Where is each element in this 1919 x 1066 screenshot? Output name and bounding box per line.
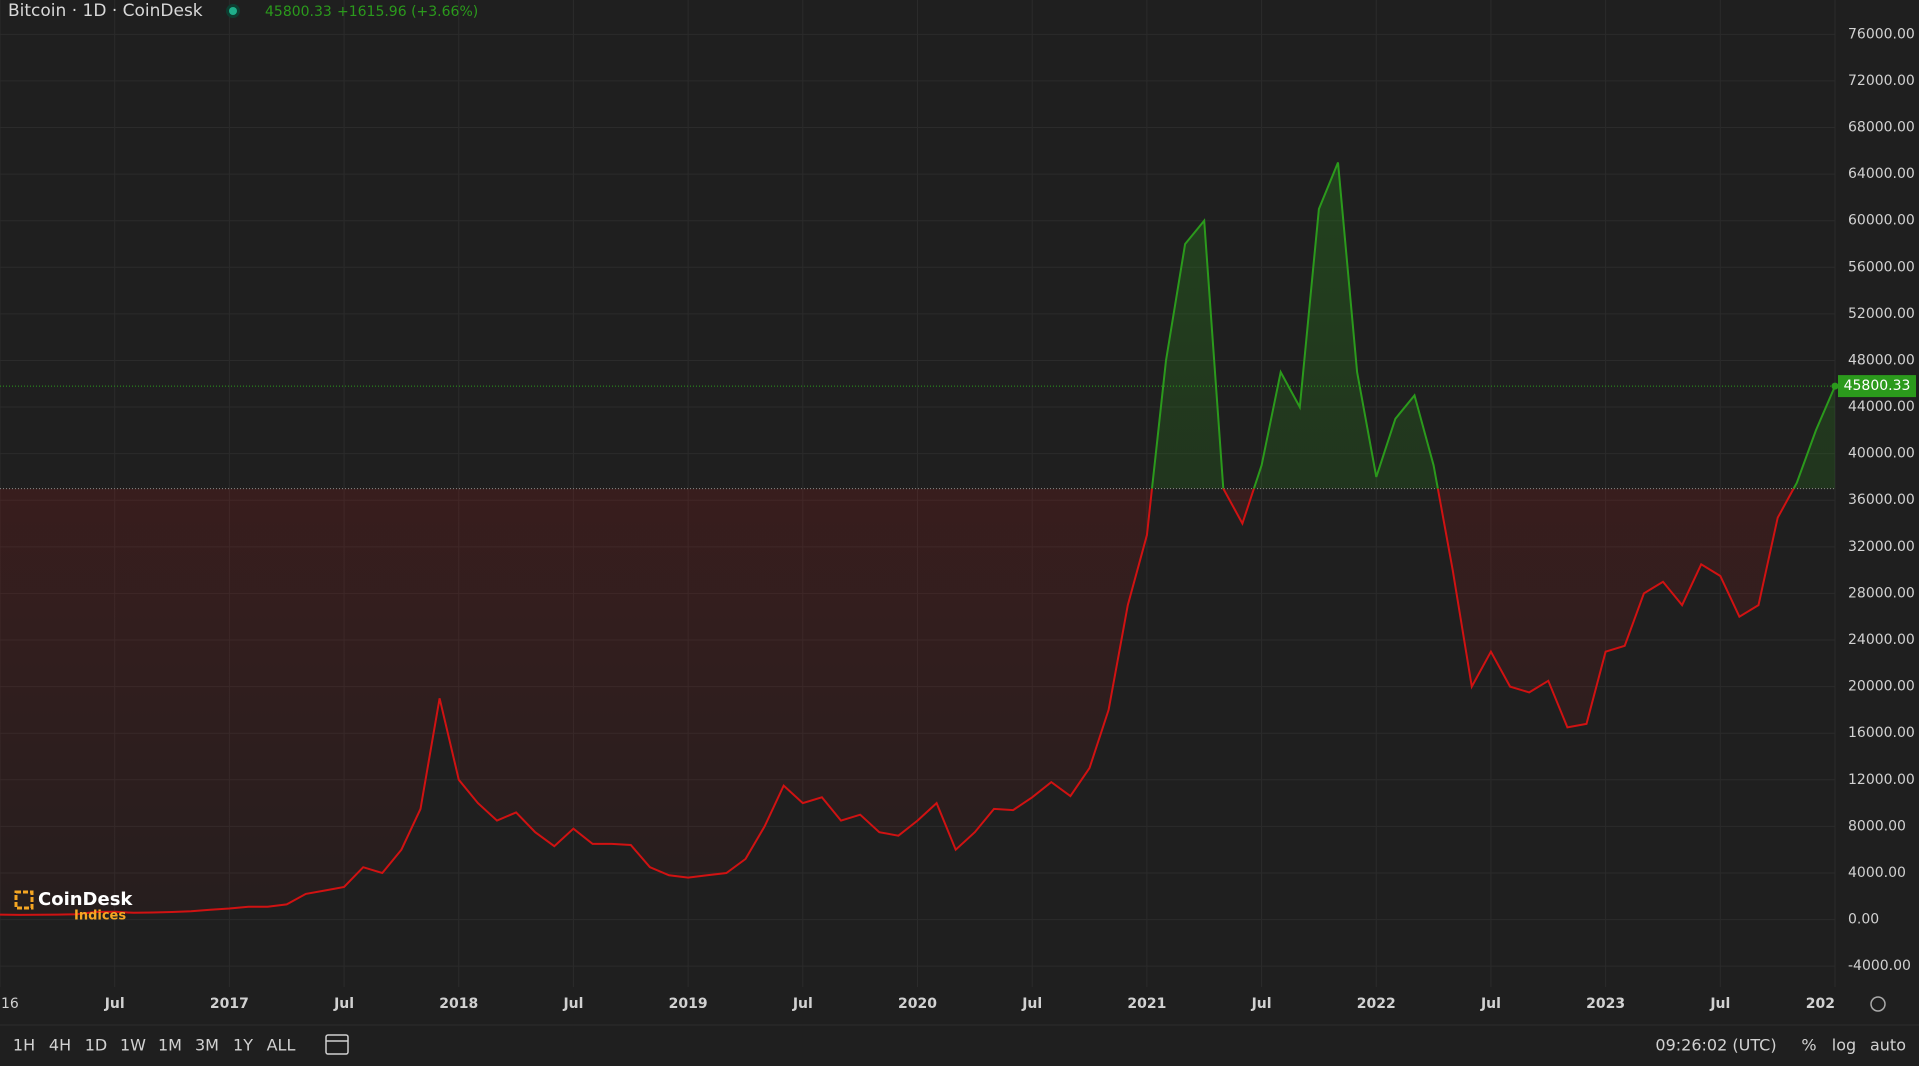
- last-price-dot: [1831, 382, 1839, 390]
- range-button[interactable]: 1W: [120, 1036, 146, 1055]
- x-tick-label: 2021: [1127, 996, 1166, 1012]
- x-tick-label: Jul: [1251, 996, 1272, 1012]
- x-tick-label: Jul: [104, 996, 125, 1012]
- y-tick-label: 20000.00: [1848, 679, 1915, 695]
- range-button[interactable]: 1Y: [233, 1036, 253, 1055]
- y-tick-label: 28000.00: [1848, 585, 1915, 601]
- logo-icon: [14, 890, 34, 910]
- y-tick-label: 8000.00: [1848, 818, 1906, 834]
- y-tick-label: 68000.00: [1848, 120, 1915, 136]
- x-tick-label: 2020: [898, 996, 937, 1012]
- x-tick-label: 2017: [210, 996, 249, 1012]
- x-tick-label: Jul: [1709, 996, 1730, 1012]
- time-label[interactable]: 09:26:02 (UTC): [1655, 1036, 1776, 1055]
- range-button[interactable]: 1M: [158, 1036, 182, 1055]
- y-tick-label: 56000.00: [1848, 259, 1915, 275]
- y-tick-label: 36000.00: [1848, 492, 1915, 508]
- x-tick-label: Jul: [1021, 996, 1042, 1012]
- logo: CoinDesk Indices: [14, 889, 133, 924]
- toolbar: 1H 4H 1D 1W 1M 3M 1Y ALL 09:26:02 (UTC)% log auto: [13, 1036, 1906, 1055]
- x-tick-label: 2022: [1357, 996, 1396, 1012]
- scale-option[interactable]: log: [1832, 1036, 1856, 1055]
- price-tag-label: 45800.33: [1844, 378, 1911, 394]
- scale-option[interactable]: %: [1801, 1036, 1816, 1055]
- x-tick-label: 2018: [439, 996, 478, 1012]
- x-tick-label: Jul: [1480, 996, 1501, 1012]
- y-tick-label: 48000.00: [1848, 352, 1915, 368]
- y-tick-label: 76000.00: [1848, 26, 1915, 42]
- date-range-icon[interactable]: [325, 1034, 349, 1055]
- y-tick-label: 60000.00: [1848, 213, 1915, 229]
- x-tick-label: Jul: [792, 996, 813, 1012]
- x-tick-label: Jul: [333, 996, 354, 1012]
- y-tick-label: 16000.00: [1848, 725, 1915, 741]
- plot: [0, 162, 1839, 916]
- range-button[interactable]: 1H: [13, 1036, 35, 1055]
- area-fill-down: [0, 488, 1794, 915]
- x-tick-label: 2019: [669, 996, 708, 1012]
- range-button[interactable]: 3M: [195, 1036, 219, 1055]
- x-tick-label: 2023: [1586, 996, 1625, 1012]
- y-tick-label: 0.00: [1848, 912, 1879, 928]
- y-tick-label: 44000.00: [1848, 399, 1915, 415]
- y-tick-label: 72000.00: [1848, 73, 1915, 89]
- range-button[interactable]: ALL: [267, 1036, 296, 1055]
- calendar-icon[interactable]: [325, 1034, 349, 1055]
- range-button[interactable]: 4H: [49, 1036, 71, 1055]
- price-change: +1615.96 (+3.66%): [337, 4, 478, 20]
- y-tick-label: 32000.00: [1848, 539, 1915, 555]
- y-tick-label: 64000.00: [1848, 166, 1915, 182]
- logo-name: CoinDesk: [38, 889, 133, 910]
- y-tick-label: 40000.00: [1848, 446, 1915, 462]
- y-tick-label: 12000.00: [1848, 772, 1915, 788]
- x-tick-label: 16: [1, 996, 19, 1012]
- y-tick-label: 24000.00: [1848, 632, 1915, 648]
- settings-icon[interactable]: [1870, 996, 1886, 1012]
- last-price: 45800.33: [265, 4, 332, 20]
- price-tag: [1838, 375, 1916, 398]
- y-tick-label: -4000.00: [1848, 958, 1911, 974]
- status-dot: [229, 7, 237, 15]
- x-tick-label: 202: [1806, 996, 1835, 1012]
- range-button[interactable]: 1D: [85, 1036, 108, 1055]
- price-line-down: [0, 488, 1795, 916]
- y-tick-label: 4000.00: [1848, 865, 1906, 881]
- logo-sub: Indices: [74, 909, 126, 924]
- x-tick-label: Jul: [562, 996, 583, 1012]
- y-tick-label: 52000.00: [1848, 306, 1915, 322]
- scale-option[interactable]: auto: [1870, 1036, 1906, 1055]
- chart-title: Bitcoin · 1D · CoinDesk: [8, 1, 203, 21]
